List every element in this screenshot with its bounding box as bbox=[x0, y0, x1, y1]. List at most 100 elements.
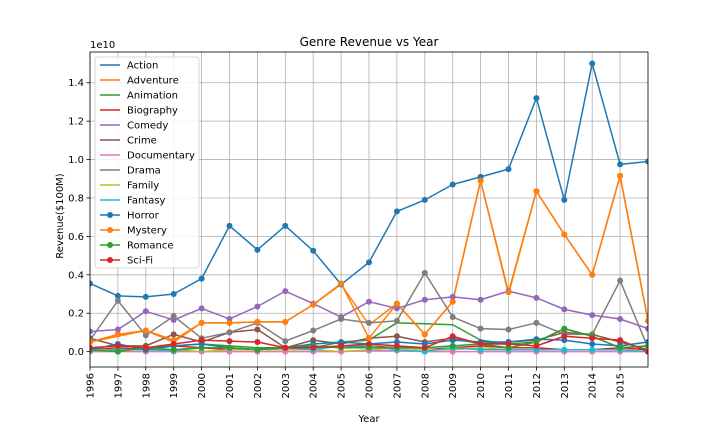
data-point-horror bbox=[589, 340, 596, 347]
data-point bbox=[505, 166, 512, 173]
legend-label: Sci-Fi bbox=[127, 256, 153, 267]
data-point bbox=[589, 60, 596, 67]
data-point bbox=[114, 297, 121, 304]
x-tick-label: 2012 bbox=[532, 373, 543, 398]
data-point bbox=[589, 346, 596, 353]
x-tick-label: 2004 bbox=[309, 373, 320, 398]
y-tick-label: 0.4 bbox=[68, 270, 84, 281]
data-point bbox=[617, 315, 624, 322]
data-point-mystery bbox=[449, 298, 456, 305]
y-tick-label: 0.6 bbox=[68, 232, 84, 243]
x-tick-label: 2001 bbox=[225, 373, 236, 398]
x-tick-label: 1996 bbox=[86, 373, 97, 398]
x-tick-label: 2013 bbox=[560, 373, 571, 398]
legend-frame bbox=[94, 56, 200, 269]
data-point-mystery bbox=[505, 289, 512, 296]
data-point bbox=[393, 317, 400, 324]
data-point bbox=[170, 313, 177, 320]
data-point bbox=[366, 319, 372, 326]
legend-label: Romance bbox=[127, 241, 173, 252]
data-point bbox=[617, 161, 624, 168]
x-tick-label: 1998 bbox=[141, 373, 152, 398]
legend-label: Action bbox=[127, 61, 158, 72]
data-point bbox=[366, 298, 372, 305]
data-point-sci-fi bbox=[589, 335, 596, 342]
data-point bbox=[282, 222, 289, 229]
data-point-sci-fi bbox=[170, 340, 177, 347]
x-tick-label: 1999 bbox=[169, 373, 180, 398]
x-tick-label: 2007 bbox=[392, 373, 403, 398]
x-tick-label: 1997 bbox=[113, 373, 124, 398]
legend-label: Biography bbox=[127, 106, 178, 117]
y-axis-ticks: 0.0 0.2 0.4 0.6 0.8 1.0 1.2 1.4 bbox=[68, 78, 90, 358]
legend-label: Documentary bbox=[127, 151, 195, 162]
series-group bbox=[90, 60, 648, 355]
data-point bbox=[505, 326, 512, 333]
data-point-mystery bbox=[477, 177, 484, 184]
data-point-mystery bbox=[421, 331, 428, 338]
x-tick-label: 2009 bbox=[448, 373, 459, 398]
data-point bbox=[393, 208, 400, 215]
data-point-sci-fi bbox=[449, 333, 456, 340]
y-tick-label: 1.0 bbox=[68, 155, 84, 166]
data-point bbox=[282, 288, 289, 295]
legend-marker bbox=[107, 257, 113, 263]
data-point bbox=[310, 247, 317, 254]
data-point bbox=[226, 222, 233, 229]
x-tick-label: 2015 bbox=[616, 373, 627, 398]
x-tick-label: 2002 bbox=[253, 373, 264, 398]
data-point bbox=[477, 296, 484, 303]
x-tick-label: 2010 bbox=[476, 373, 487, 398]
data-point-romance bbox=[254, 346, 261, 353]
legend-marker bbox=[107, 212, 113, 218]
data-point-mystery bbox=[114, 331, 121, 338]
data-point bbox=[310, 327, 317, 334]
y-tick-label: 0.8 bbox=[68, 193, 84, 204]
y-tick-label: 1.4 bbox=[68, 78, 84, 89]
data-point-sci-fi bbox=[226, 338, 233, 345]
series-layer bbox=[90, 60, 648, 355]
data-point bbox=[617, 277, 624, 284]
chart-title: Genre Revenue vs Year bbox=[300, 35, 439, 49]
legend-label: Horror bbox=[127, 211, 160, 222]
data-point bbox=[254, 303, 261, 310]
x-axis-label: Year bbox=[357, 414, 380, 425]
data-point bbox=[142, 308, 149, 315]
data-point bbox=[561, 306, 568, 313]
data-point-sci-fi bbox=[617, 337, 624, 344]
data-point-mystery bbox=[645, 317, 648, 324]
x-tick-label: 2003 bbox=[281, 373, 292, 398]
data-point bbox=[477, 346, 484, 353]
data-point-sci-fi bbox=[198, 337, 205, 344]
data-point-mystery bbox=[338, 280, 345, 287]
data-point-romance bbox=[226, 344, 233, 351]
data-point bbox=[366, 259, 372, 266]
data-point-romance bbox=[449, 342, 456, 349]
data-point bbox=[90, 280, 93, 287]
data-point bbox=[90, 328, 93, 335]
data-point bbox=[170, 291, 177, 298]
legend-label: Crime bbox=[127, 136, 157, 147]
data-point bbox=[282, 338, 289, 345]
data-point-sci-fi bbox=[477, 340, 484, 347]
data-point bbox=[421, 269, 428, 276]
data-point-romance bbox=[561, 325, 568, 332]
legend-marker bbox=[107, 227, 113, 233]
data-point bbox=[254, 326, 261, 333]
legend-label: Mystery bbox=[127, 226, 167, 237]
data-point-sci-fi bbox=[421, 344, 428, 351]
data-point bbox=[449, 181, 456, 188]
legend-label: Comedy bbox=[127, 121, 168, 132]
legend-label: Animation bbox=[127, 91, 178, 102]
data-point-mystery bbox=[617, 172, 624, 179]
data-point-mystery bbox=[282, 318, 289, 325]
x-tick-label: 2014 bbox=[588, 373, 599, 398]
data-point-mystery bbox=[561, 231, 568, 238]
data-point-mystery bbox=[310, 301, 317, 308]
x-tick-label: 2005 bbox=[337, 373, 348, 398]
data-point-mystery bbox=[366, 335, 372, 342]
data-point bbox=[645, 325, 648, 332]
legend-label: Fantasy bbox=[127, 196, 166, 207]
data-point bbox=[589, 312, 596, 319]
